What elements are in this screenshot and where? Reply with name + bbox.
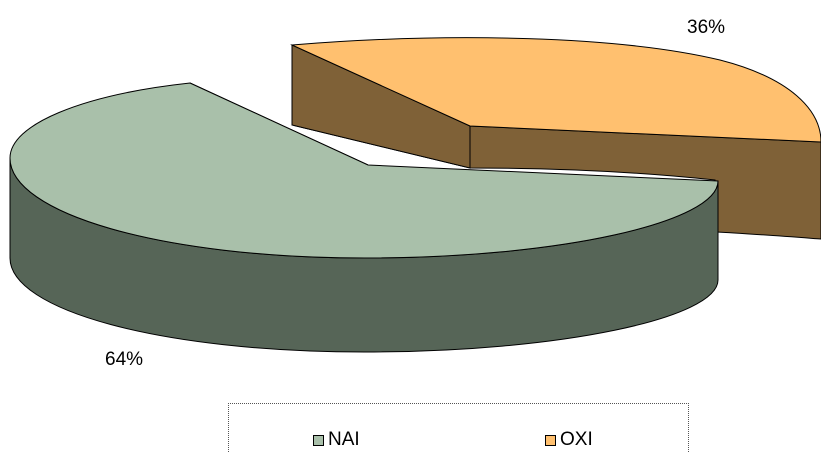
legend-label-oxi: OXI bbox=[560, 429, 593, 450]
slice-nai-top bbox=[9, 82, 719, 259]
slice-nai bbox=[9, 82, 719, 353]
slice-oxi-side-right-face bbox=[469, 125, 821, 240]
legend-item-nai: NAI bbox=[313, 429, 360, 451]
slice-oxi bbox=[290, 37, 821, 240]
data-label-nai: 64% bbox=[105, 349, 143, 370]
legend-swatch-nai bbox=[313, 434, 324, 446]
legend-swatch-oxi bbox=[545, 434, 556, 446]
legend-label-nai: NAI bbox=[328, 429, 360, 450]
data-label-oxi: 36% bbox=[687, 17, 725, 38]
slice-oxi-top bbox=[290, 37, 821, 143]
legend-item-oxi: OXI bbox=[545, 429, 593, 451]
legend: NAI OXI bbox=[228, 403, 689, 452]
